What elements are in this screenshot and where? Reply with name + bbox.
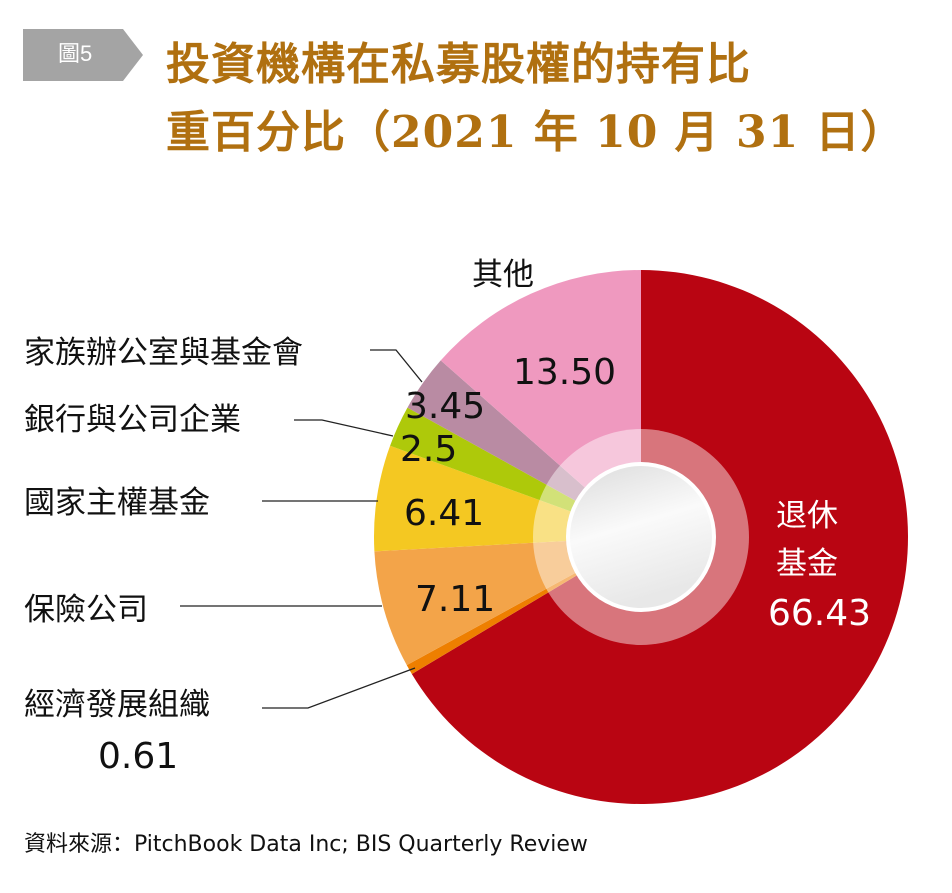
title-line-1: 投資機構在私募股權的持有比 [166,39,751,90]
value-label-1: 0.61 [98,736,178,777]
source-note: 資料來源：PitchBook Data Inc; BIS Quarterly R… [24,832,588,857]
center-disc [570,466,712,608]
figure-badge [23,29,143,81]
leader-line-1 [262,667,416,709]
category-label-5: 家族辦公室與基金會 [24,335,303,371]
category-label-3: 國家主權基金 [24,485,210,521]
title-line-2: 重百分比（2021 年 10 月 31 日） [166,107,906,158]
value-label-5: 3.45 [405,386,485,427]
category-label-6: 其他 [472,257,534,293]
figure-number: 圖5 [58,41,93,66]
pie-slice-6 [440,270,641,537]
value-label-6: 13.50 [513,352,616,393]
leader-line-5 [370,349,423,383]
value-label-3: 6.41 [404,493,484,534]
category-label-2: 保險公司 [24,592,148,628]
leader-line-4 [294,419,394,437]
category-label-1: 經濟發展組織 [24,687,210,723]
value-label-2: 7.11 [415,579,495,620]
value-label-0: 66.43 [768,593,871,634]
category-label-4: 銀行與公司企業 [24,402,241,438]
value-label-4: 2.5 [400,429,457,470]
category-label-0: 退休基金 [776,498,838,582]
